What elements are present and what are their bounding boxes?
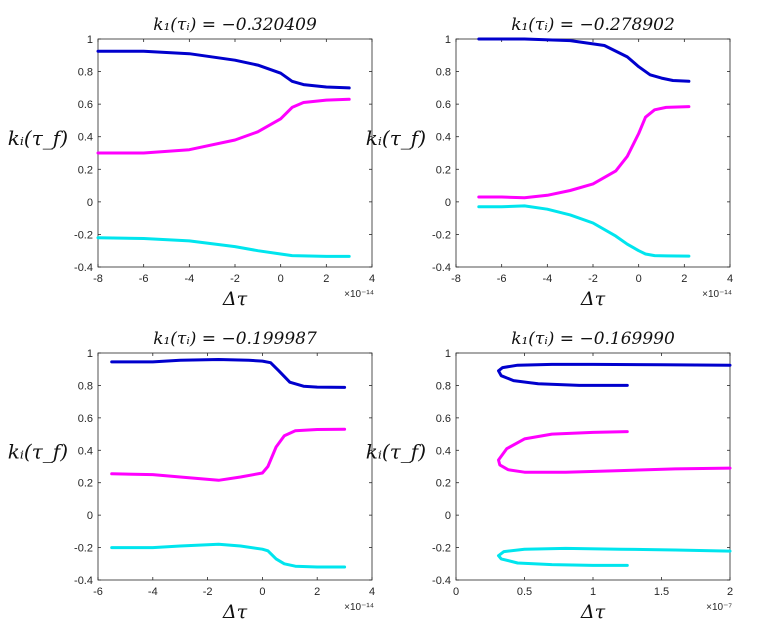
y-tick-label: -0.4 <box>74 262 93 274</box>
x-tick-label: 4 <box>369 273 375 285</box>
x-axis-label: Δτ <box>222 601 248 623</box>
y-tick-label: -0.4 <box>74 575 93 587</box>
y-tick-label: 0 <box>87 197 93 209</box>
y-tick-label: 0.8 <box>78 67 93 79</box>
chart-title: k₁(τᵢ) = −0.278902 <box>511 15 675 35</box>
y-tick-label: 0 <box>445 510 451 522</box>
y-tick-label: 0.2 <box>78 478 93 490</box>
y-tick-label: 0.6 <box>436 99 451 111</box>
x-tick-label: 2 <box>727 586 733 598</box>
panel-1: -8 -6 -4 -2 0 2 4 -0.4 -0.2 0 0.2 0.4 0.6 0.8 1 ×10⁻¹⁴ k… <box>8 15 375 310</box>
series-line-k3 <box>497 546 732 567</box>
x-axis-label: Δτ <box>580 288 606 310</box>
panel-4: 0 0.5 1 1.5 2 -0.4 -0.2 0 0.2 0.4 0.6 0.8 1 ×10⁻⁷ k₁(τ… <box>366 329 733 623</box>
plot-frame <box>455 38 731 268</box>
plot-frame <box>455 352 731 581</box>
x-tick-label: 0 <box>453 586 459 598</box>
chart-title: k₁(τᵢ) = −0.169990 <box>511 329 675 349</box>
y-axis-label: kᵢ(τ_f) <box>366 440 426 464</box>
y-tick-label: 0.8 <box>436 67 451 79</box>
series-line-k2 <box>110 427 347 482</box>
y-tick-label: 0 <box>87 510 93 522</box>
y-tick-label: 0.4 <box>78 445 93 457</box>
y-axis-label: kᵢ(τ_f) <box>8 440 68 464</box>
y-tick-label: -0.2 <box>74 543 93 555</box>
series-line-k2 <box>497 430 732 474</box>
y-tick-label: 0.4 <box>436 445 451 457</box>
x-tick-label: 0 <box>636 273 642 285</box>
y-tick-label: -0.4 <box>432 262 451 274</box>
x-tick-label: -2 <box>588 273 598 285</box>
y-tick-label: 0.4 <box>78 132 93 144</box>
x-tick-label: 0 <box>259 586 265 598</box>
x-tick-label: -4 <box>148 586 158 598</box>
y-tick-label: 0.4 <box>436 132 451 144</box>
x-tick-label: 2 <box>681 273 687 285</box>
x-tick-label: 2 <box>314 586 320 598</box>
y-tick-label: 0.6 <box>78 413 93 425</box>
series-line-k2 <box>477 105 691 200</box>
series-line-k1 <box>497 362 732 387</box>
x-tick-label: 4 <box>369 586 375 598</box>
y-tick-label: 0.8 <box>78 380 93 392</box>
y-axis-label: kᵢ(τ_f) <box>366 126 426 150</box>
x-tick-label: 1 <box>590 586 596 598</box>
series-line-k1 <box>96 49 351 90</box>
y-tick-label: -0.2 <box>432 229 451 241</box>
x-exponent-label: ×10⁻⁷ <box>706 602 732 613</box>
series-line-k3 <box>96 236 351 258</box>
y-tick-label: 0.2 <box>436 164 451 176</box>
y-tick-label: 0.8 <box>436 380 451 392</box>
y-tick-label: -0.2 <box>432 543 451 555</box>
x-tick-label: 4 <box>727 273 733 285</box>
x-exponent-label: ×10⁻¹⁴ <box>702 289 732 300</box>
panel-2: -8 -6 -4 -2 0 2 4 -0.4 -0.2 0 0.2 0.4 0.6 0.8 1 ×10⁻¹⁴ k… <box>366 15 733 310</box>
y-tick-label: 0.2 <box>436 478 451 490</box>
y-tick-label: 0.6 <box>78 99 93 111</box>
x-exponent-label: ×10⁻¹⁴ <box>344 602 374 613</box>
y-tick-label: -0.4 <box>432 575 451 587</box>
x-tick-label: 0 <box>278 273 284 285</box>
y-tick-label: -0.2 <box>74 229 93 241</box>
x-tick-label: 0.5 <box>517 586 532 598</box>
x-tick-label: -2 <box>203 586 213 598</box>
x-tick-label: -6 <box>93 586 103 598</box>
x-tick-label: -6 <box>139 273 149 285</box>
y-tick-label: 1 <box>445 34 451 46</box>
y-tick-label: 1 <box>87 34 93 46</box>
panel-3: -6 -4 -2 0 2 4 -0.4 -0.2 0 0.2 0.4 0.6 0.8 1 ×10⁻¹⁴ k₁(… <box>8 329 375 623</box>
y-tick-label: 1 <box>445 348 451 360</box>
y-axis-label: kᵢ(τ_f) <box>8 126 68 150</box>
chart-title: k₁(τᵢ) = −0.199987 <box>153 329 317 349</box>
plot-frame <box>97 352 373 581</box>
series-line-k1 <box>477 37 691 83</box>
x-tick-label: -4 <box>542 273 552 285</box>
series-line-k2 <box>96 97 351 155</box>
x-tick-label: 2 <box>323 273 329 285</box>
y-tick-label: 0.6 <box>436 413 451 425</box>
x-tick-label: -8 <box>93 273 103 285</box>
x-tick-label: -8 <box>451 273 461 285</box>
y-tick-label: 0 <box>445 197 451 209</box>
x-exponent-label: ×10⁻¹⁴ <box>344 289 374 300</box>
y-tick-label: 1 <box>87 348 93 360</box>
y-tick-label: 0.2 <box>78 164 93 176</box>
series-line-k1 <box>110 358 347 389</box>
x-tick-label: -4 <box>184 273 194 285</box>
x-axis-label: Δτ <box>580 601 606 623</box>
x-tick-label: -2 <box>230 273 240 285</box>
x-axis-label: Δτ <box>222 288 248 310</box>
x-tick-label: 1.5 <box>654 586 669 598</box>
series-line-k3 <box>477 204 691 258</box>
series-line-k3 <box>110 542 347 569</box>
chart-title: k₁(τᵢ) = −0.320409 <box>153 15 317 35</box>
x-tick-label: -6 <box>497 273 507 285</box>
